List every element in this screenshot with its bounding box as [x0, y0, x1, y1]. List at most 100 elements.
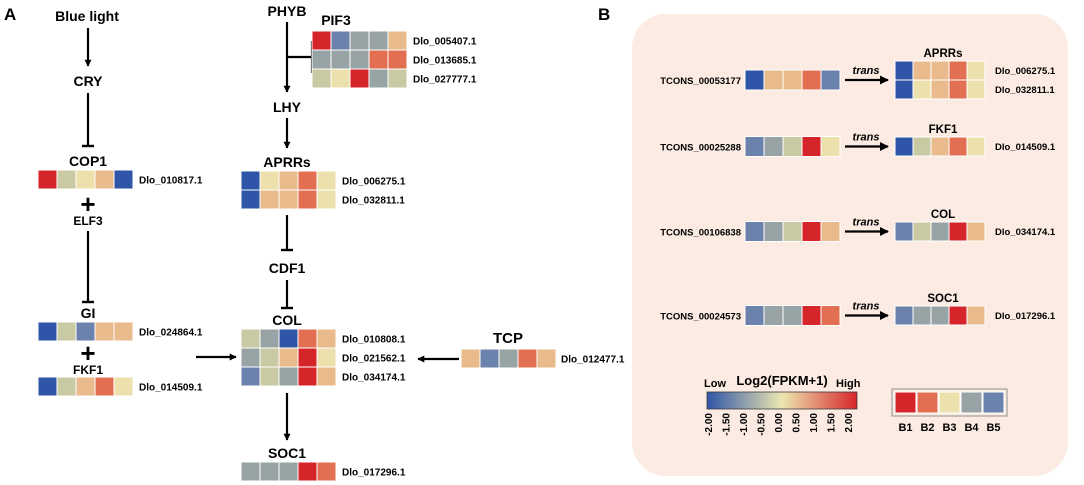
sample-key-swatch — [916, 391, 939, 414]
target-heatmap-cell — [966, 305, 986, 326]
target-heatmap-cell — [912, 305, 932, 326]
heatmap-aprrs-cell — [259, 170, 280, 191]
tcons-heatmap-cell — [820, 305, 841, 326]
heatmap-pif3-cell — [368, 68, 389, 89]
legend-tick-label: -1.00 — [739, 413, 750, 436]
heatmap-fkf1-cell — [75, 376, 96, 397]
node-blue-light: Blue light — [55, 8, 119, 24]
heatmap-aprrs-gene-label: Dlo_032811.1 — [342, 196, 405, 207]
tcons-label: TCONS_00025288 — [660, 143, 741, 154]
heatmap-col-gene-label: Dlo_010808.1 — [342, 335, 406, 346]
target-gene-label: APRRs — [924, 48, 963, 60]
node-lhy: LHY — [273, 99, 302, 115]
heatmap-cop1-cell — [56, 169, 77, 190]
heatmap-cop1: Dlo_010817.1 — [37, 169, 203, 190]
heatmap-soc1-gene-label: Dlo_017296.1 — [342, 468, 406, 479]
node-cry: CRY — [73, 73, 103, 89]
heatmap-gi-gene-label: Dlo_024864.1 — [139, 328, 203, 339]
heatmap-aprrs-cell — [278, 189, 299, 210]
tcons-label: TCONS_00106838 — [660, 228, 741, 239]
heatmap-soc1-cell — [240, 461, 261, 482]
tcons-heatmap-cell — [744, 305, 765, 326]
heatmap-tcp-cell — [479, 348, 500, 369]
trans-label: trans — [853, 132, 880, 144]
target-gene-label: COL — [931, 209, 955, 221]
heatmap-pif3-cell — [349, 68, 370, 89]
heatmap-gi-cell — [113, 321, 134, 342]
tcons-heatmap-cell — [801, 69, 822, 91]
target-heatmap-cell — [966, 221, 986, 242]
tcons-heatmap-cell — [801, 221, 822, 242]
panel-b-background — [632, 14, 1068, 476]
heatmap-gi-cell — [56, 321, 77, 342]
heatmap-tcp-cell — [517, 348, 538, 369]
legend-title: Log2(FPKM+1) — [736, 373, 827, 388]
sample-key-label: B4 — [964, 422, 979, 434]
legend-ticks: -2.00 -1.50 -1.00 -0.50 0.00 0.50 1.00 1.50 2.00 — [704, 413, 855, 436]
tcons-heatmap-cell — [820, 136, 841, 157]
heatmap-pif3-cell — [311, 68, 332, 89]
tcons-heatmap-cell — [763, 305, 784, 326]
legend-tick-label: 0.50 — [792, 413, 803, 433]
heatmap-cop1-cell — [75, 169, 96, 190]
target-gene-id: Dlo_006275.1 — [995, 66, 1056, 77]
heatmap-col-cell — [240, 328, 261, 349]
heatmap-col-cell — [278, 347, 299, 368]
heatmap-fkf1-cell — [94, 376, 115, 397]
heatmap-col-cell — [259, 366, 280, 387]
heatmap-cop1-gene-label: Dlo_010817.1 — [139, 176, 203, 187]
target-heatmap-cell — [930, 60, 950, 81]
heatmap-soc1-cell — [297, 461, 318, 482]
tcons-label: TCONS_00053177 — [660, 76, 741, 87]
heatmap-gi-cell — [94, 321, 115, 342]
node-tcp: TCP — [493, 330, 523, 347]
heatmap-aprrs: Dlo_006275.1 Dlo_032811.1 — [240, 170, 406, 210]
heatmap-aprrs-cell — [297, 170, 318, 191]
legend-tick-label: -1.50 — [722, 413, 733, 436]
legend-color-bar — [706, 391, 858, 410]
legend-tick-label: 2.00 — [844, 413, 855, 433]
tcons-heatmap-cell — [763, 221, 784, 242]
heatmap-pif3-cell — [330, 68, 351, 89]
heatmap-pif3-cell — [387, 68, 408, 89]
heatmap-gi-cell — [37, 321, 58, 342]
heatmap-tcp-cell — [498, 348, 519, 369]
heatmap-col-gene-label: Dlo_021562.1 — [342, 354, 406, 365]
heatmap-cop1-cell — [94, 169, 115, 190]
target-heatmap-cell — [894, 305, 914, 326]
target-gene-label: SOC1 — [927, 293, 959, 305]
sample-key-swatch — [982, 391, 1005, 414]
node-pif3: PIF3 — [321, 12, 351, 28]
heatmap-soc1: Dlo_017296.1 — [240, 461, 406, 482]
heatmap-col-cell — [278, 328, 299, 349]
heatmap-aprrs-cell — [259, 189, 280, 210]
heatmap-fkf1-cell — [56, 376, 77, 397]
target-gene-label: FKF1 — [929, 124, 958, 136]
target-gene-id: Dlo_032811.1 — [995, 85, 1055, 96]
legend-tick-label: -2.00 — [704, 413, 715, 436]
heatmap-pif3-cell — [387, 30, 408, 51]
heatmap-fkf1-gene-label: Dlo_014509.1 — [139, 383, 203, 394]
tcons-heatmap-cell — [763, 136, 784, 157]
heatmap-aprrs-cell — [316, 170, 337, 191]
tcons-heatmap-cell — [820, 69, 841, 91]
target-heatmap-cell — [966, 79, 986, 100]
target-heatmap-cell — [930, 79, 950, 100]
trans-label: trans — [853, 65, 880, 77]
heatmap-pif3-cell — [349, 30, 370, 51]
heatmap-col-cell — [316, 328, 337, 349]
sample-key-swatch — [938, 391, 961, 414]
target-heatmap-cell — [912, 60, 932, 81]
tcons-heatmap-cell — [744, 69, 765, 91]
panel-b-label: B — [598, 5, 610, 24]
heatmap-fkf1-cell — [113, 376, 134, 397]
tcons-heatmap-cell — [782, 305, 803, 326]
tcons-heatmap-cell — [820, 221, 841, 242]
heatmap-pif3-gene-label: Dlo_027777.1 — [413, 75, 477, 86]
target-heatmap-cell — [912, 136, 932, 157]
sample-key: B1 B2 B3 B4 B5 — [891, 388, 1008, 434]
heatmap-aprrs-cell — [316, 189, 337, 210]
heatmap-pif3-gene-label: Dlo_013685.1 — [413, 56, 477, 67]
target-heatmap-cell — [912, 79, 932, 100]
heatmap-tcp-cell — [536, 348, 557, 369]
